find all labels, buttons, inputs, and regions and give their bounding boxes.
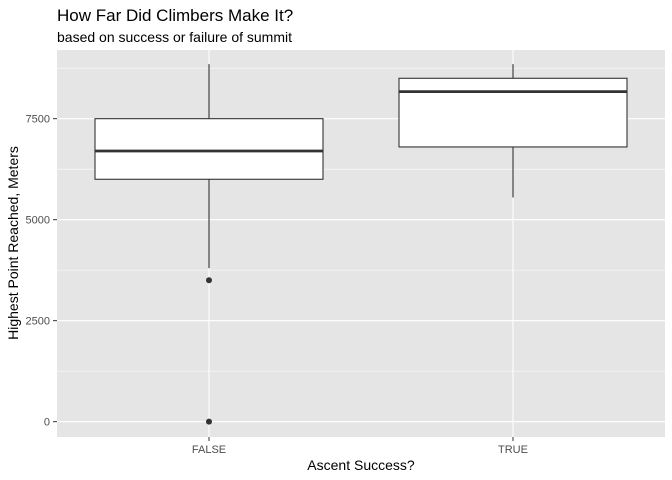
box-true bbox=[398, 64, 628, 198]
chart-subtitle: based on success or failure of summit bbox=[57, 29, 292, 45]
chart-title: How Far Did Climbers Make It? bbox=[57, 6, 293, 25]
y-axis-title: Highest Point Reached, Meters bbox=[5, 146, 21, 340]
outlier-point bbox=[206, 418, 212, 425]
box-iqr bbox=[94, 118, 324, 180]
x-axis-title: Ascent Success? bbox=[307, 457, 415, 473]
y-axis: 0 2500 5000 7500 bbox=[26, 114, 57, 429]
x-tick-label: TRUE bbox=[498, 444, 528, 456]
y-tick-label: 0 bbox=[44, 417, 50, 429]
y-tick-label: 2500 bbox=[26, 316, 50, 328]
box-false bbox=[94, 64, 324, 425]
y-tick-label: 7500 bbox=[26, 114, 50, 126]
box-iqr bbox=[398, 77, 628, 148]
x-axis: FALSE TRUE bbox=[192, 437, 528, 456]
y-tick-label: 5000 bbox=[26, 215, 50, 227]
x-tick-label: FALSE bbox=[192, 444, 226, 456]
boxplot-series bbox=[94, 64, 628, 425]
outlier-point bbox=[206, 277, 212, 284]
